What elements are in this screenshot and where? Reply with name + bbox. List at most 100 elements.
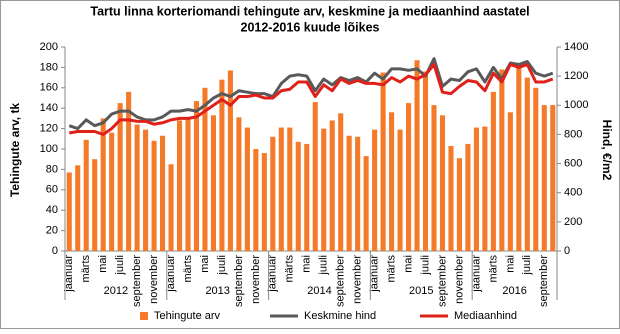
bar: [126, 91, 132, 251]
bar: [499, 69, 505, 251]
bar: [219, 79, 225, 251]
bar: [244, 127, 250, 251]
y2-tick-label: 0: [564, 245, 570, 257]
bar: [109, 132, 115, 251]
bar: [465, 143, 471, 251]
x-tick-label: juuli: [114, 255, 126, 276]
bar: [541, 105, 547, 251]
group-label: 2014: [307, 285, 331, 297]
bar: [100, 118, 106, 252]
x-tick-label: juuli: [318, 255, 330, 276]
x-tick-label: september: [436, 255, 448, 307]
bar: [456, 158, 462, 251]
y2-axis-title: Hind, €/m2: [600, 120, 614, 181]
line: [68, 57, 554, 131]
bar: [278, 127, 284, 251]
x-tick-label: september: [233, 255, 245, 307]
bar: [507, 112, 513, 251]
x-tick-label: mai: [402, 255, 414, 273]
bar: [143, 129, 149, 251]
y-tick-label: 80: [46, 163, 58, 175]
bar: [524, 77, 530, 251]
bar: [346, 135, 352, 251]
x-tick-label: mai: [301, 255, 313, 273]
bar: [380, 72, 386, 251]
x-tick-label: märts: [284, 255, 296, 283]
y2-tick-label: 800: [564, 128, 582, 140]
y-tick-label: 40: [46, 204, 58, 216]
chart-title: 2012-2016 kuude lõikes: [241, 20, 380, 34]
legend-label: Tehingute arv: [154, 310, 221, 322]
bar: [83, 139, 89, 251]
x-tick-label: september: [131, 255, 143, 307]
x-tick-label: märts: [182, 255, 194, 283]
bar: [304, 143, 310, 251]
x-tick-label: november: [148, 255, 160, 304]
y-tick-label: 160: [40, 82, 58, 94]
x-tick-label: september: [538, 255, 550, 307]
y-tick-label: 140: [40, 102, 58, 114]
x-tick-label: juuli: [521, 255, 533, 276]
bar: [295, 141, 301, 251]
bar: [66, 172, 72, 251]
bar: [236, 117, 242, 251]
bar: [439, 115, 446, 251]
bar: [270, 136, 276, 251]
bar: [227, 70, 233, 252]
bar: [389, 112, 395, 251]
y2-tick-label: 600: [564, 157, 582, 169]
legend-label: Keskmine hind: [304, 310, 376, 322]
y-tick-label: 120: [40, 123, 58, 135]
bar: [151, 140, 157, 251]
bar: [372, 129, 378, 251]
x-tick-label: jaanuar: [369, 255, 381, 293]
y-tick-label: 20: [46, 225, 58, 237]
y-tick-label: 180: [40, 61, 58, 73]
bar: [482, 126, 488, 251]
bar: [473, 127, 479, 251]
chart-title: Tartu linna korteriomandi tehingute arv,…: [90, 4, 529, 18]
legend-label: Mediaanhind: [454, 310, 517, 322]
bar: [414, 60, 420, 252]
legend-swatch: [140, 312, 148, 320]
x-tick-label: juuli: [216, 255, 228, 276]
bar: [363, 156, 369, 251]
group-label: 2016: [502, 285, 526, 297]
y-tick-label: 100: [40, 143, 58, 155]
bar: [176, 120, 183, 251]
x-tick-label: november: [250, 255, 262, 304]
bar: [321, 128, 327, 251]
y-tick-label: 0: [52, 245, 58, 257]
bar: [210, 115, 216, 251]
x-tick-label: juuli: [419, 255, 431, 276]
bar: [92, 159, 98, 251]
bar: [287, 127, 293, 251]
bar: [406, 103, 412, 251]
x-tick-label: märts: [487, 255, 499, 283]
bar: [185, 117, 191, 251]
x-tick-label: jaanuar: [63, 255, 75, 293]
bar: [134, 124, 140, 251]
x-tick-label: jaanuar: [470, 255, 482, 293]
y2-tick-label: 200: [564, 216, 582, 228]
y-tick-label: 60: [46, 184, 58, 196]
bar: [397, 129, 403, 251]
y2-tick-label: 1400: [564, 41, 588, 53]
x-tick-label: november: [453, 255, 465, 304]
bar: [431, 105, 437, 251]
x-tick-label: mai: [504, 255, 516, 273]
bar: [490, 91, 496, 251]
y2-tick-label: 1000: [564, 99, 588, 111]
bar: [516, 66, 522, 251]
line: [68, 62, 554, 136]
bar: [355, 136, 361, 251]
bar: [160, 135, 166, 251]
bar: [75, 165, 81, 251]
y-tick-label: 200: [40, 41, 58, 53]
x-tick-label: september: [335, 255, 347, 307]
x-tick-label: märts: [385, 255, 397, 283]
bar: [253, 149, 259, 251]
bar: [261, 153, 267, 251]
bar: [550, 105, 556, 251]
bar: [202, 87, 208, 251]
